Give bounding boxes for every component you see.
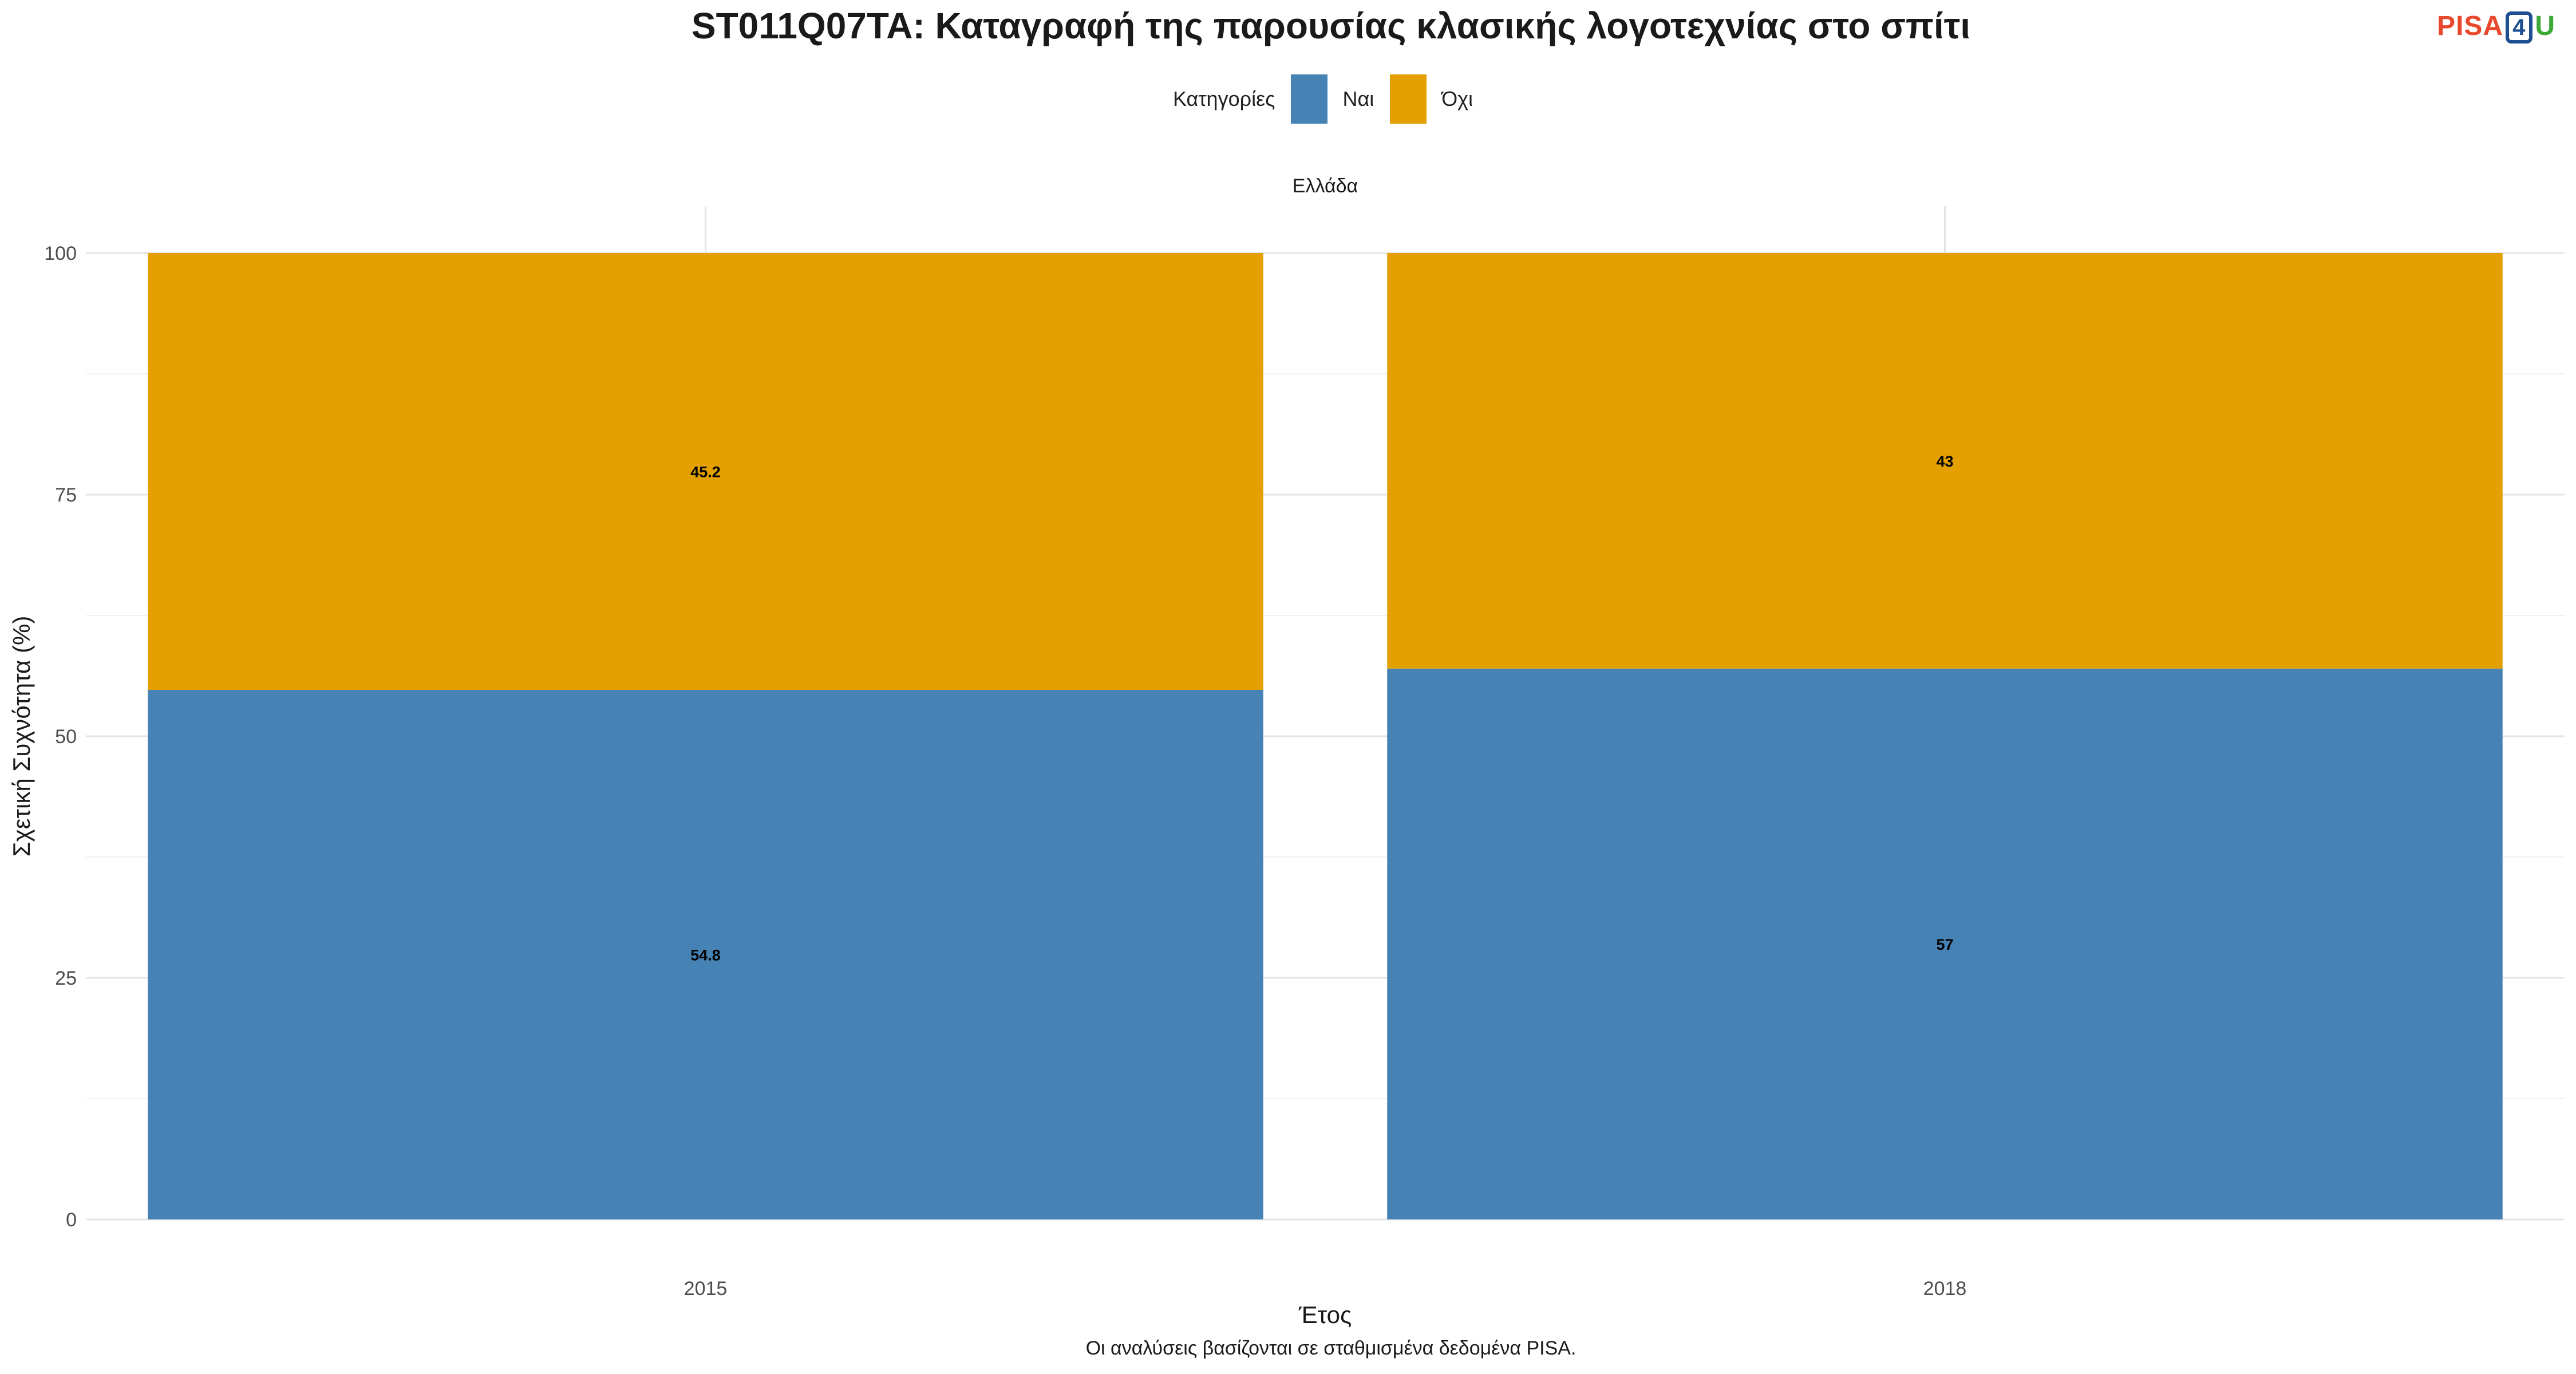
facet-label: Ελλάδα: [1293, 175, 1358, 197]
x-tick-label: 2015: [684, 1278, 728, 1300]
legend-label-nai: Ναι: [1342, 87, 1374, 110]
y-tick-label: 25: [55, 968, 77, 989]
legend-key-ochi: [1390, 74, 1427, 124]
legend-key-nai: [1291, 74, 1328, 124]
y-tick-label: 0: [66, 1209, 77, 1231]
legend-title: Κατηγορίες: [1172, 87, 1275, 110]
data-label: 54.8: [690, 946, 721, 964]
bar-2018-nai: [1387, 668, 2503, 1219]
bar-2018-ochi: [1387, 253, 2503, 669]
data-label: 57: [1936, 936, 1953, 953]
data-label: 43: [1936, 453, 1953, 470]
pisa4u-logo: PISA 4 U: [2437, 10, 2555, 44]
legend-label-ochi: Όχι: [1441, 87, 1473, 110]
x-axis-title: Έτος: [1298, 1301, 1352, 1328]
logo-part-pisa: PISA: [2437, 11, 2504, 41]
data-label: 45.2: [690, 463, 721, 480]
legend: Κατηγορίες Ναι Όχι: [0, 74, 2576, 124]
bar-2015-ochi: [148, 253, 1263, 690]
y-tick-label: 100: [44, 243, 77, 264]
chart-caption: Οι αναλύσεις βασίζονται σε σταθμισμένα δ…: [1085, 1337, 1577, 1359]
logo-part-u: U: [2535, 11, 2555, 41]
bar-2015-nai: [148, 689, 1263, 1219]
y-tick-label: 50: [55, 726, 77, 748]
y-tick-label: 75: [55, 484, 77, 506]
y-axis-title: Σχετική Συχνότητα (%): [8, 616, 35, 857]
logo-part-4: 4: [2506, 11, 2533, 44]
x-tick-label: 2018: [1923, 1278, 1967, 1300]
chart-title: ST011Q07TA: Καταγραφή της παρουσίας κλασ…: [691, 5, 1971, 46]
